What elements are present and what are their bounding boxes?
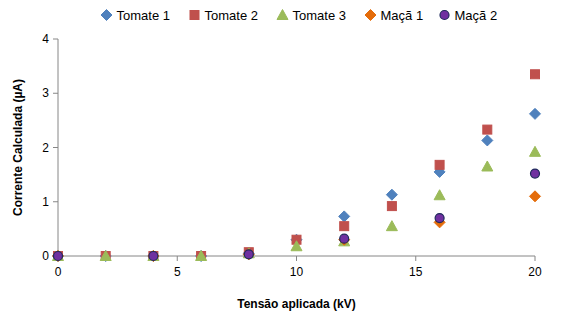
x-tick-label: 20 bbox=[528, 265, 542, 279]
point bbox=[53, 251, 64, 261]
y-axis-title: Corrente Calculada (µA) bbox=[11, 79, 25, 216]
point bbox=[339, 211, 350, 222]
legend-marker bbox=[440, 11, 449, 20]
point bbox=[434, 190, 445, 200]
point bbox=[197, 252, 206, 261]
x-tick-label: 5 bbox=[174, 265, 181, 279]
x-tick bbox=[296, 256, 297, 261]
point bbox=[148, 251, 159, 262]
legend-label: Maçã 1 bbox=[381, 8, 424, 23]
y-tick bbox=[53, 201, 58, 202]
legend: Tomate 1 Tomate 2 Tomate 3 Maçã 1 Maçã 2 bbox=[101, 8, 497, 23]
y-tick bbox=[53, 93, 58, 94]
chart: 0 1 2 3 4 0 5 10 15 20 Tensão aplicada (kV) Corrent… bbox=[0, 0, 565, 325]
legend-label: Tomate 2 bbox=[205, 8, 258, 23]
point bbox=[482, 161, 493, 171]
x-tick bbox=[535, 256, 536, 261]
point bbox=[53, 251, 64, 262]
point bbox=[386, 189, 397, 200]
legend-marker bbox=[190, 11, 199, 20]
point bbox=[148, 251, 159, 261]
x-tick bbox=[415, 256, 416, 261]
point bbox=[196, 251, 207, 262]
point bbox=[340, 234, 349, 243]
point bbox=[531, 169, 540, 178]
point bbox=[339, 234, 350, 245]
y-tick bbox=[53, 39, 58, 40]
series bbox=[53, 191, 541, 262]
point bbox=[149, 252, 158, 261]
point bbox=[482, 135, 493, 146]
point bbox=[483, 125, 492, 134]
point bbox=[100, 251, 111, 261]
point bbox=[196, 251, 207, 261]
y-tick-label: 2 bbox=[42, 141, 49, 155]
series bbox=[54, 70, 540, 261]
point bbox=[386, 221, 397, 231]
legend-marker bbox=[277, 10, 288, 20]
point bbox=[148, 251, 159, 262]
point bbox=[53, 251, 64, 262]
legend-label: Tomate 1 bbox=[117, 8, 170, 23]
y-tick-label: 4 bbox=[42, 32, 49, 46]
point bbox=[243, 248, 254, 259]
point bbox=[435, 214, 444, 223]
point bbox=[54, 252, 63, 261]
legend-label: Maçã 2 bbox=[455, 8, 498, 23]
point bbox=[530, 108, 541, 119]
point bbox=[530, 191, 541, 202]
point bbox=[435, 160, 444, 169]
x-tick-label: 10 bbox=[290, 265, 304, 279]
point bbox=[149, 252, 158, 261]
series bbox=[53, 146, 541, 260]
x-tick-label: 15 bbox=[409, 265, 423, 279]
point bbox=[100, 251, 111, 262]
point bbox=[101, 252, 110, 261]
point bbox=[244, 250, 253, 259]
legend-marker bbox=[101, 10, 112, 21]
point bbox=[531, 70, 540, 79]
x-tick-label: 0 bbox=[55, 265, 62, 279]
legend-label: Tomate 3 bbox=[293, 8, 346, 23]
y-tick-label: 3 bbox=[42, 86, 49, 100]
series bbox=[54, 169, 540, 260]
x-axis-title: Tensão aplicada (kV) bbox=[237, 297, 355, 311]
point bbox=[530, 146, 541, 156]
point bbox=[291, 241, 302, 251]
y-tick-label: 0 bbox=[42, 249, 49, 263]
legend-marker bbox=[365, 10, 376, 21]
y-tick-label: 1 bbox=[42, 195, 49, 209]
x-tick bbox=[177, 256, 178, 261]
point bbox=[387, 202, 396, 211]
point bbox=[54, 252, 63, 261]
plot-area bbox=[53, 70, 541, 262]
point bbox=[340, 222, 349, 231]
y-tick bbox=[53, 147, 58, 148]
series bbox=[53, 108, 541, 261]
point bbox=[243, 249, 254, 260]
